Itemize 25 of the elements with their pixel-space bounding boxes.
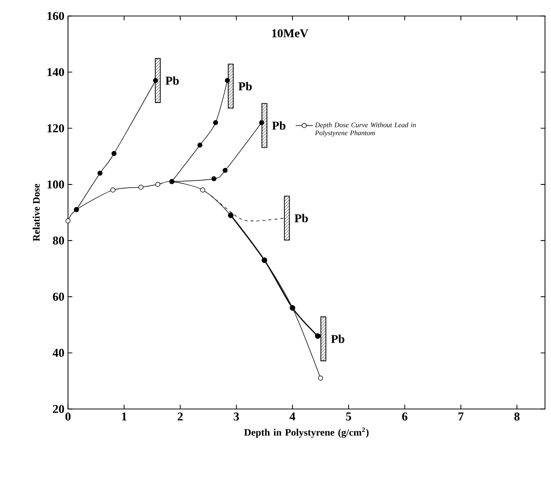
- x-tick-label: 3: [234, 412, 239, 421]
- annotation: Pb: [294, 214, 308, 222]
- y-tick-label: 20: [53, 404, 64, 414]
- y-tick-label: 60: [52, 292, 64, 301]
- x-tick-label: 8: [514, 412, 520, 421]
- y-tick-label: 160: [48, 12, 64, 20]
- y-tick-label: 120: [48, 124, 64, 132]
- x-tick-label: 1: [122, 412, 126, 420]
- annotation: Pb: [166, 76, 179, 85]
- text: 10MeV: [272, 29, 308, 38]
- x-axis-title: Depth in Polystyrene (g/cm$^{2}$): [244, 427, 369, 438]
- annotation: Pb: [272, 121, 286, 130]
- annotation: Pb: [238, 82, 252, 90]
- y-axis-title: Relative Dose: [32, 184, 40, 242]
- y-tick-label: 100: [48, 180, 64, 188]
- x-tick-label: 7: [458, 412, 464, 420]
- x-tick-label: 4: [290, 412, 296, 420]
- x-tick-label: 2: [178, 412, 183, 420]
- y-tick-label: 80: [52, 236, 64, 245]
- x-tick-label: 6: [402, 412, 408, 421]
- y-tick-label: 40: [52, 348, 64, 357]
- y-tick-label: 140: [48, 68, 64, 76]
- x-tick-label: 0: [65, 412, 71, 421]
- x-tick-label: 5: [346, 412, 352, 420]
- annotation: Pb: [331, 334, 344, 344]
